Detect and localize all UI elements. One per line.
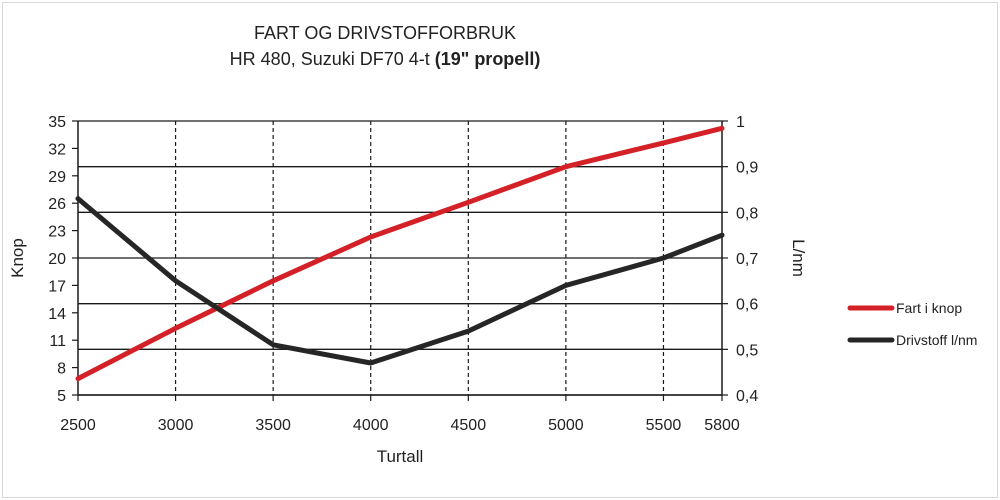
x-axis-tick-label: 5000 — [548, 417, 584, 434]
right-axis-tick-label: 0,9 — [736, 160, 758, 177]
legend-label: Fart i knop — [896, 300, 962, 316]
left-axis-tick-label: 11 — [49, 333, 66, 350]
x-axis-tick-label: 5800 — [704, 417, 740, 434]
x-axis-tick-label: 4000 — [353, 417, 389, 434]
left-axis-tick-label: 29 — [48, 169, 66, 186]
left-axis-tick-label: 17 — [48, 278, 66, 295]
series-layer — [75, 125, 725, 382]
grid-layer — [78, 120, 722, 396]
chart-subtitle-bold: (19" propell) — [434, 49, 541, 69]
left-axis-tick-label: 8 — [57, 361, 66, 378]
right-axis-tick-label: 0,6 — [736, 297, 758, 314]
x-axis-tick-label: 2500 — [60, 417, 96, 434]
left-axis-tick-label: 14 — [48, 306, 66, 323]
x-axis-tick-label: 5500 — [646, 417, 682, 434]
axis-layer — [72, 120, 728, 401]
left-axis-title: Knop — [8, 238, 27, 278]
legend-layer: Fart i knop Drivstoff l/nm — [847, 300, 977, 348]
series-line-drivstoff — [75, 196, 725, 366]
right-axis-tick-label: 1 — [736, 114, 745, 131]
right-axis-tick-label: 0,8 — [736, 205, 758, 222]
right-axis-tick-label: 0,4 — [736, 388, 758, 405]
left-axis-tick-label: 26 — [48, 196, 66, 213]
x-axis-title: Turtall — [377, 447, 424, 466]
label-layer: 5 8 11 14 17 20 23 26 29 32 35 0,4 0,5 0,6 0,7 0,8 0,9 1 2… — [8, 114, 808, 466]
right-axis-tick-label: 0,7 — [736, 251, 758, 268]
left-axis-tick-label: 32 — [48, 141, 66, 158]
x-axis-tick-label: 4500 — [451, 417, 487, 434]
right-axis-title: L/nm — [789, 239, 808, 277]
legend-label: Drivstoff l/nm — [896, 332, 977, 348]
chart-subtitle: HR 480, Suzuki DF70 4-t (19" propell) — [0, 48, 770, 70]
chart-subtitle-normal: HR 480, Suzuki DF70 4-t — [229, 49, 435, 69]
left-axis-tick-label: 20 — [48, 251, 66, 268]
x-axis-tick-label: 3000 — [158, 417, 194, 434]
chart-title: FART OG DRIVSTOFFORBRUK — [253, 23, 517, 43]
series-line-fart — [75, 125, 725, 382]
left-axis-tick-label: 35 — [48, 114, 66, 131]
x-axis-tick-label: 3500 — [255, 417, 291, 434]
right-axis-tick-label: 0,5 — [736, 342, 758, 359]
left-axis-tick-label: 5 — [57, 388, 66, 405]
left-axis-tick-label: 23 — [48, 224, 66, 241]
